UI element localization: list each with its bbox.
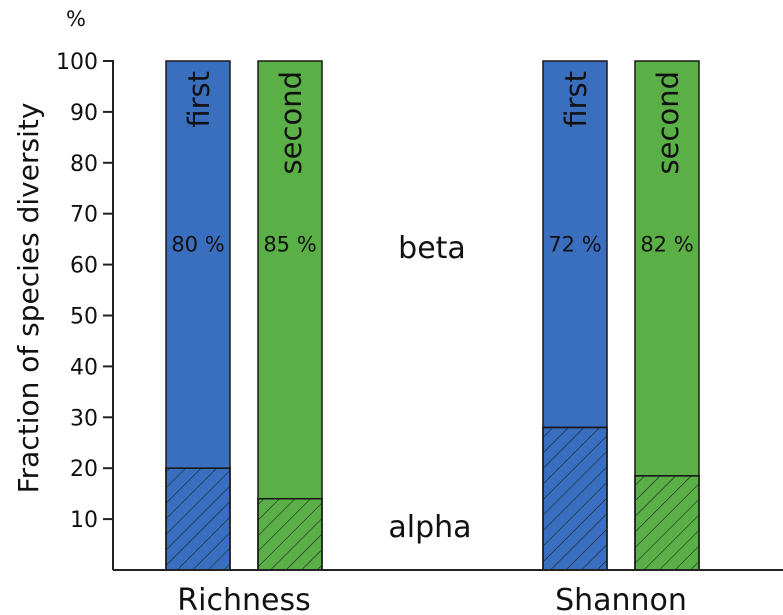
beta-annotation: beta	[398, 231, 466, 266]
alpha-annotation: alpha	[388, 510, 471, 545]
y-tick-label: 100	[56, 50, 98, 75]
bar-percent-label: 85 %	[263, 232, 316, 256]
alpha-hatch	[634, 475, 700, 571]
beta-bar-segment	[634, 60, 700, 477]
y-tick-label: 50	[70, 305, 98, 330]
y-tick-label: 60	[70, 254, 98, 279]
beta-bar-segment	[165, 60, 231, 469]
y-tick-label: 10	[70, 508, 98, 533]
y-tick-label: 70	[70, 203, 98, 228]
y-axis: 10 20 30 40 50 60 70 80 90 100	[56, 50, 113, 533]
bars: first 80 % second 85 % first 72 % second 82 %	[165, 60, 700, 571]
bar-series-label: first	[559, 71, 593, 128]
alpha-hatch	[257, 497, 323, 571]
alpha-hatch	[542, 426, 608, 571]
y-tick-label: 20	[70, 457, 98, 482]
beta-bar-segment	[542, 60, 608, 429]
bar-percent-label: 72 %	[548, 232, 601, 256]
y-tick-label: 30	[70, 406, 98, 431]
y-tick-label: 80	[70, 152, 98, 177]
bar-series-label: second	[651, 71, 685, 174]
bar-percent-label: 80 %	[171, 232, 224, 256]
bar-percent-label: 82 %	[640, 232, 693, 256]
y-tick-label: 90	[70, 101, 98, 126]
group-label: Shannon	[555, 583, 687, 615]
alpha-hatch	[165, 467, 231, 571]
bar-series-label: first	[182, 71, 216, 128]
bar-series-label: second	[274, 71, 308, 174]
y-axis-title: Fraction of species diversity	[12, 103, 45, 494]
y-tick-label: 40	[70, 355, 98, 380]
y-unit-label: %	[66, 7, 86, 31]
group-label: Richness	[177, 583, 310, 615]
group-labels: Richness Shannon	[177, 583, 687, 615]
